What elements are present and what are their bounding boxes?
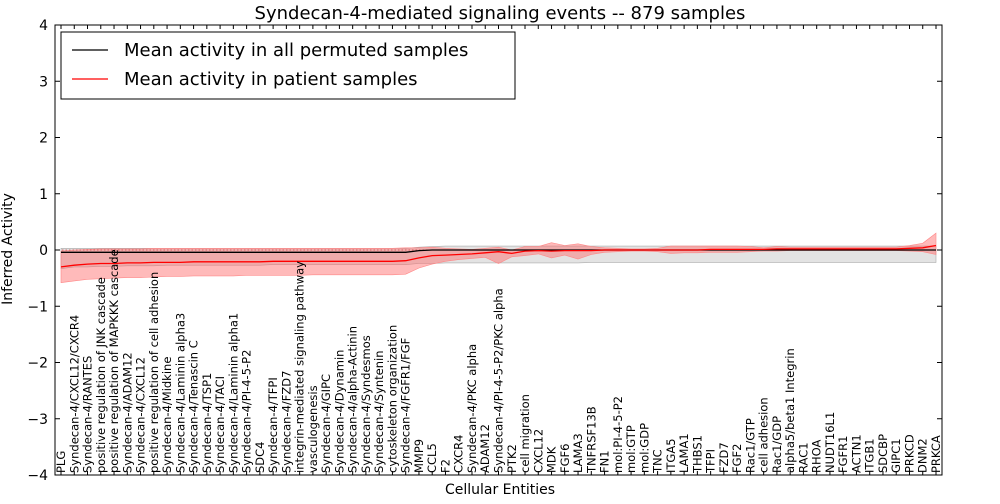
confidence-band-series-2 [60,232,937,283]
x-tick-label: THBS1 [690,435,704,474]
y-axis-label: Inferred Activity [0,193,16,305]
x-tick-label: ITGA5 [664,438,678,473]
x-tick-label: Syndecan-4/Laminin alpha3 [173,313,187,473]
x-tick-label: DNM2 [916,438,930,473]
x-tick-label: integrin-mediated signaling pathway [293,261,307,473]
y-tick-label: −2 [27,356,48,372]
x-tick-label: FGF2 [730,444,744,473]
x-tick-label: MDK [545,446,559,473]
x-tick-label: MMP9 [412,439,426,473]
x-tick-label: Syndecan-4/PI-4-5-P2/PKC alpha [492,288,506,473]
x-tick-label: Syndecan-4/FZD7 [279,371,293,473]
x-tick-label: Syndecan-4/Midkine [160,357,174,473]
x-tick-label: mol:GDP [637,423,651,473]
x-tick-label: FZD7 [717,442,731,473]
x-tick-label: Syndecan-4/Dynamin [332,350,346,473]
x-tick-label: PTK2 [505,444,519,473]
y-tick-label: 3 [39,74,48,90]
x-tick-label: mol:PI-4-5-P2 [611,396,625,473]
x-tick-label: TNC [651,449,665,474]
x-tick-label: GIPC1 [889,438,903,473]
y-tick-label: 2 [39,131,48,147]
x-tick-label: Syndecan-4/GIPC [319,374,333,473]
x-tick-label: SDCBP [876,434,890,473]
x-tick-label: CXCR4 [452,435,466,473]
x-tick-label: CCL5 [425,443,439,473]
series-line-2 [60,244,937,268]
x-tick-label: RAC1 [796,442,810,473]
x-tick-label: Syndecan-4/TFPI [266,377,280,473]
x-tick-label: Syndecan-4/PI-4-5-P2 [240,350,254,473]
x-tick-label: NUDT16L1 [823,412,837,473]
x-tick-label: Rac1/GDP [770,416,784,473]
x-tick-label: Syndecan-4/TSP1 [200,373,214,473]
y-tick-label: 1 [39,187,48,203]
x-tick-label: PRKCD [903,434,917,473]
x-tick-label: positive regulation of JNK cascade [94,277,108,473]
plot-area [54,24,943,476]
x-tick-label: cell adhesion [757,397,771,473]
x-axis-ticks: PLG Syndecan-4/CXCL12/CXCR4 Syndecan-4/RAN… [54,25,943,475]
x-tick-label: LAMA1 [677,433,691,473]
y-tick-label: −1 [27,299,48,315]
x-tick-label: FN1 [598,450,612,473]
legend-box [60,31,516,100]
y-axis-ticks: −4 −3 −2 −1 0 1 2 3 4 [27,18,942,484]
chart-title: Syndecan-4-mediated signaling events -- … [255,3,746,24]
x-tick-label: Syndecan-4/TACI [213,376,227,473]
x-tick-label: alpha5/beta1 Integrin [783,348,797,473]
x-tick-label: FGFR1 [836,436,850,473]
x-tick-label: Rac1/GTP [743,418,757,473]
x-tick-label: vasculogenesis [306,385,320,473]
x-tick-label: Syndecan-4/Syntenin [372,350,386,473]
legend-label: Mean activity in all permuted samples [124,40,468,61]
legend: Mean activity in all permuted samples Mea… [60,31,516,100]
x-tick-label: PRKCA [929,435,943,473]
x-axis-label: Cellular Entities [445,482,555,498]
x-tick-label: ADAM12 [478,424,492,473]
y-tick-label: −4 [27,468,48,484]
x-tick-label: positive regulation of MAPKKK cascade [107,249,121,473]
x-tick-label: F2 [439,459,453,473]
x-tick-label: LAMA3 [571,433,585,473]
x-tick-label: Syndecan-4/FGFR1/FGF [399,338,413,473]
x-tick-label: ITGB1 [863,438,877,473]
x-tick-label: Syndecan-4/RANTES [81,356,95,473]
x-tick-label: ACTN1 [850,434,864,473]
y-tick-label: −3 [27,412,48,428]
x-tick-label: RHOA [810,440,824,473]
x-tick-label: cytoskeleton organization [385,325,399,473]
x-tick-label: TFPI [704,449,718,474]
x-tick-label: Syndecan-4/Syndesmos [359,335,373,473]
x-tick-label: CXCL12 [531,429,545,473]
x-tick-label: Syndecan-4/PKC alpha [465,344,479,473]
x-tick-label: Syndecan-4/ADAM12 [120,352,134,473]
y-tick-label: 4 [39,18,48,34]
x-tick-label: Syndecan-4/Laminin alpha1 [226,313,240,473]
x-tick-label: SDC4 [253,441,267,473]
series-line-1 [61,249,936,253]
x-tick-label: PLG [54,451,68,473]
x-tick-label: Syndecan-4/Tenascin C [187,340,201,473]
x-tick-label: positive regulation of cell adhesion [147,272,161,473]
y-tick-label: 0 [39,243,48,259]
legend-label: Mean activity in patient samples [124,69,418,90]
x-tick-label: mol:GTP [624,425,638,473]
x-tick-label: TNFRSF13B [584,406,598,474]
x-tick-label: FGF6 [558,444,572,473]
x-tick-label: Syndecan-4/alpha-Actinin [346,326,360,473]
x-tick-label: Syndecan-4/CXCL12/CXCR4 [67,315,81,473]
x-tick-label: cell migration [518,394,532,473]
x-tick-label: Syndecan-4/CXCL12 [134,357,148,473]
